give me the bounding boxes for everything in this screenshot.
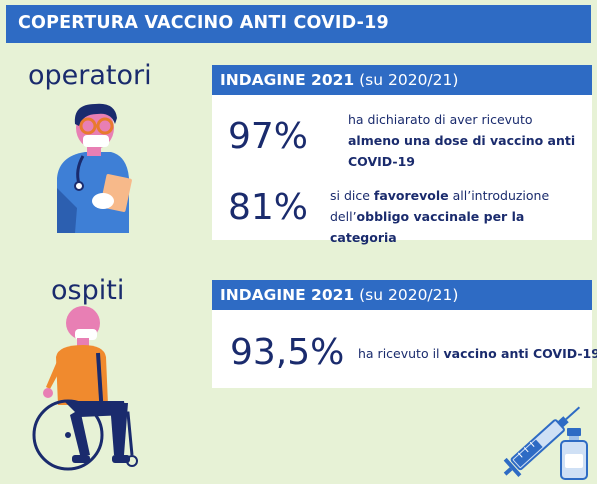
card-title-rest: (su 2020/21) xyxy=(354,286,459,304)
page-title: COPERTURA VACCINO ANTI COVID-19 xyxy=(18,13,389,33)
stat-description-81: si dice favorevole all’introduzione dell… xyxy=(330,188,550,245)
wheelchair-illustration xyxy=(32,306,138,471)
card-header: INDAGINE 2021 (su 2020/21) xyxy=(212,280,592,310)
stat-description-93-5: ha ricevuto il vaccino anti COVID-19 xyxy=(358,346,597,361)
card-title-rest: (su 2020/21) xyxy=(354,71,459,89)
stat-description-97: ha dichiarato di aver ricevuto almeno un… xyxy=(348,112,576,169)
syringe-icon xyxy=(503,406,581,477)
section-label-ospiti: ospiti xyxy=(51,275,125,306)
stat-value-81: 81% xyxy=(228,187,309,228)
card-header: INDAGINE 2021 (su 2020/21) xyxy=(212,65,592,95)
card-title-bold: INDAGINE 2021 xyxy=(220,71,355,89)
section-label-operatori: operatori xyxy=(28,60,152,91)
page-header: COPERTURA VACCINO ANTI COVID-19 xyxy=(6,5,591,43)
stat-value-97: 97% xyxy=(228,116,309,157)
ospiti-survey-card: INDAGINE 2021 (su 2020/21) 93,5% ha rice… xyxy=(212,280,597,388)
operatori-survey-card: INDAGINE 2021 (su 2020/21) 97% ha dichia… xyxy=(212,65,592,245)
doctor-illustration xyxy=(57,103,132,233)
stat-value-93-5: 93,5% xyxy=(230,332,345,373)
card-title-bold: INDAGINE 2021 xyxy=(220,286,355,304)
vaccine-vial-icon xyxy=(560,428,588,480)
